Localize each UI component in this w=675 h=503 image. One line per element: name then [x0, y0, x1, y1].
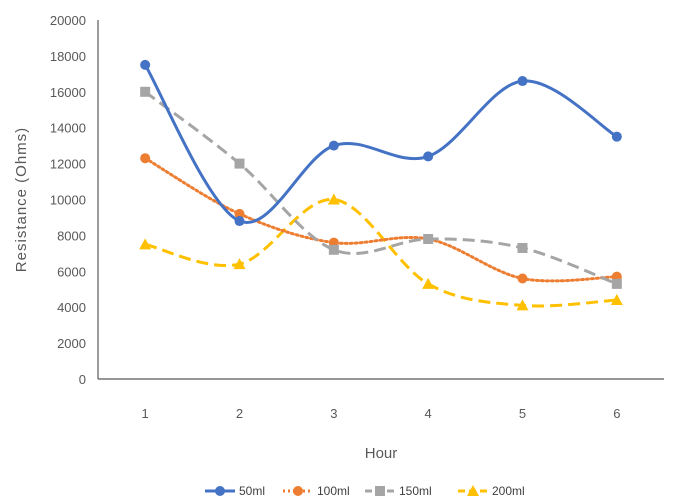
data-point-150ml: [234, 158, 245, 169]
y-tick-label: 10000: [50, 193, 86, 208]
data-point-150ml: [517, 242, 528, 253]
data-point-50ml: [423, 151, 434, 162]
legend-marker-150ml: [375, 486, 385, 496]
legend-marker-100ml: [293, 486, 303, 496]
x-tick-label: 4: [425, 406, 432, 421]
data-point-150ml: [140, 86, 151, 97]
data-point-50ml: [328, 140, 339, 151]
y-tick-label: 8000: [57, 228, 86, 243]
data-point-150ml: [611, 278, 622, 289]
legend-label: 50ml: [239, 484, 265, 498]
y-tick-label: 12000: [50, 157, 86, 172]
series-line-50ml: [143, 64, 618, 225]
series-lines: [143, 64, 619, 308]
y-tick-label: 14000: [50, 121, 86, 136]
data-point-100ml: [234, 208, 245, 219]
series-line-150ml: [144, 90, 618, 286]
legend-item-100ml: 100ml: [283, 484, 350, 498]
x-tick-label: 5: [519, 406, 526, 421]
y-axis-title: Resistance (Ohms): [13, 127, 30, 272]
data-point-200ml: [610, 294, 623, 306]
series-line-100ml: [143, 156, 619, 283]
data-point-100ml: [517, 273, 528, 284]
legend-marker-200ml: [467, 485, 479, 496]
data-point-50ml: [517, 76, 528, 87]
legend-marker-50ml: [215, 486, 225, 496]
legend-item-50ml: 50ml: [205, 484, 265, 498]
x-tick-label: 6: [613, 406, 620, 421]
y-tick-label: 2000: [57, 336, 86, 351]
x-tick-label: 3: [330, 406, 337, 421]
legend-label: 100ml: [317, 484, 350, 498]
series-markers: [139, 59, 623, 311]
data-point-50ml: [140, 59, 151, 70]
y-tick-label: 0: [79, 372, 86, 387]
series-line-200ml: [144, 197, 617, 308]
data-point-50ml: [234, 216, 245, 227]
x-tick-label: 2: [236, 406, 243, 421]
data-point-100ml: [140, 153, 151, 164]
data-point-200ml: [422, 277, 435, 289]
x-axis-title: Hour: [365, 445, 398, 462]
axes: [97, 20, 664, 380]
legend-label: 200ml: [492, 484, 525, 498]
data-point-200ml: [327, 193, 340, 205]
legend: 50ml 100ml 150ml 200ml: [205, 484, 525, 498]
legend-label: 150ml: [399, 484, 432, 498]
y-tick-label: 20000: [50, 13, 86, 28]
data-point-200ml: [233, 258, 246, 270]
y-tick-label: 4000: [57, 300, 86, 315]
data-point-50ml: [611, 131, 622, 142]
legend-item-200ml: 200ml: [458, 484, 525, 498]
y-tick-label: 6000: [57, 264, 86, 279]
data-point-150ml: [328, 244, 339, 255]
x-axis-ticks: 1 2 3 4 5 6: [142, 406, 621, 421]
data-point-150ml: [423, 233, 434, 244]
y-tick-label: 16000: [50, 85, 86, 100]
data-point-200ml: [516, 299, 529, 311]
y-tick-label: 18000: [50, 49, 86, 64]
y-axis-ticks: 0 2000 4000 6000 8000 10000 12000 14000 16000 180…: [50, 13, 86, 387]
x-tick-label: 1: [142, 406, 149, 421]
legend-item-150ml: 150ml: [365, 484, 432, 498]
data-point-200ml: [139, 238, 152, 250]
